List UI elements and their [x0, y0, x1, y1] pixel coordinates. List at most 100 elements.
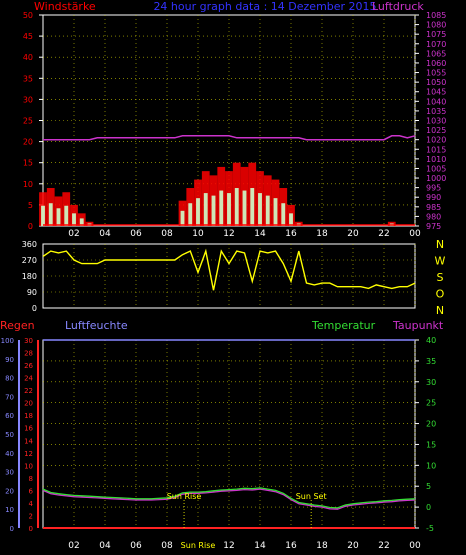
x-tick-label: 18: [316, 229, 328, 239]
pressure-line: [43, 135, 416, 141]
x-tick-label: 06: [130, 229, 142, 239]
wind-average-bar: [180, 210, 185, 226]
y-tick-label-pressure: 1030: [426, 117, 446, 126]
y-tick-label-rain: 24: [24, 375, 33, 383]
y-tick-label-rain: 18: [24, 412, 33, 420]
x-tick-label: 16: [285, 541, 297, 551]
y-tick-label-pressure: 1010: [426, 155, 446, 164]
y-tick-label-temperature: 20: [426, 420, 436, 429]
wind-average-bar: [64, 205, 69, 226]
y-tick-label-rain: 4: [29, 500, 34, 508]
x-tick-label: 02: [68, 229, 79, 239]
y-tick-label-wind: 20: [23, 138, 33, 147]
y-tick-label-pressure: 1020: [426, 136, 446, 145]
y-tick-label-rain: 2: [29, 512, 33, 520]
y-tick-label-pressure: 1025: [426, 126, 446, 135]
chart-title-pressure: Luftdruck: [372, 0, 424, 13]
y-tick-label-rain: 14: [24, 437, 33, 445]
y-tick-label-rain: 0: [29, 525, 33, 533]
label-humidity: Luftfeuchte: [65, 319, 128, 332]
y-tick-label-wind: 5: [28, 201, 33, 210]
wind-average-bar: [265, 195, 270, 226]
y-tick-label-pressure: 1050: [426, 78, 446, 87]
y-tick-label-pressure: 1075: [426, 30, 446, 39]
y-tick-label-direction: 0: [32, 304, 37, 313]
y-tick-label-humidity: 90: [5, 356, 14, 364]
y-tick-label-wind: 10: [23, 180, 33, 189]
x-tick-label: 10: [192, 229, 204, 239]
y-tick-label-pressure: 1085: [426, 11, 446, 20]
x-tick-label: 00: [409, 229, 421, 239]
y-tick-label-wind: 30: [23, 95, 33, 104]
wind-average-bar: [72, 213, 76, 226]
y-tick-label-pressure: 975: [426, 222, 441, 231]
label-temperature: Temperatur: [311, 319, 376, 332]
y-tick-label-wind: 0: [28, 222, 33, 231]
y-tick-label-humidity: 50: [5, 431, 14, 439]
y-tick-label-humidity: 20: [5, 487, 14, 495]
y-tick-label-wind: 35: [23, 74, 33, 83]
wind-average-bar: [203, 193, 208, 226]
y-tick-label-pressure: 1080: [426, 21, 446, 30]
x-tick-label: 08: [161, 541, 173, 551]
x-tick-label: Sun Rise: [181, 541, 216, 550]
y-tick-label-pressure: 990: [426, 193, 441, 202]
x-tick-label: 14: [254, 229, 266, 239]
x-tick-label: 02: [68, 541, 79, 551]
label-dewpoint: Taupunkt: [392, 319, 444, 332]
x-tick-label: 14: [254, 541, 266, 551]
y-tick-label-temperature: 25: [426, 399, 436, 408]
y-tick-label-humidity: 10: [5, 506, 14, 514]
y-tick-label-pressure: 1000: [426, 174, 446, 183]
y-tick-label-rain: 12: [24, 450, 33, 458]
wind-average-bar: [196, 198, 200, 226]
y-tick-label-pressure: 995: [426, 184, 441, 193]
sun-annotation: Sun Rise: [167, 492, 202, 501]
wind-average-bar: [234, 188, 239, 226]
y-tick-label-temperature: 10: [426, 461, 436, 470]
x-tick-label: 22: [378, 229, 389, 239]
y-tick-label-rain: 30: [24, 337, 33, 345]
y-tick-label-rain: 10: [24, 462, 33, 470]
y-tick-label-rain: 26: [24, 362, 33, 370]
compass-label: W: [435, 255, 446, 268]
y-tick-label-humidity: 60: [5, 412, 14, 420]
y-tick-label-pressure: 1070: [426, 40, 446, 49]
wind-average-bar: [242, 190, 247, 226]
sun-annotation: Sun Set: [296, 492, 327, 501]
y-tick-label-direction: 360: [22, 240, 37, 249]
y-tick-label-humidity: 30: [5, 469, 14, 477]
y-tick-label-pressure: 1045: [426, 88, 446, 97]
wind-average-bar: [56, 208, 61, 226]
wind-average-bar: [258, 193, 262, 226]
x-tick-label: 20: [347, 541, 359, 551]
x-tick-label: 20: [347, 229, 359, 239]
y-tick-label-direction: 90: [27, 288, 37, 297]
y-tick-label-wind: 15: [23, 159, 33, 168]
y-tick-label-humidity: 70: [5, 393, 14, 401]
y-tick-label-pressure: 1065: [426, 49, 446, 58]
x-tick-label: 04: [99, 541, 111, 551]
y-tick-label-wind: 45: [23, 32, 33, 41]
y-tick-label-wind: 40: [23, 53, 33, 62]
y-tick-label-rain: 16: [24, 425, 33, 433]
wind-average-bar: [41, 205, 45, 226]
y-tick-label-rain: 22: [24, 387, 33, 395]
wind-direction-line: [42, 248, 416, 291]
y-tick-label-rain: 20: [24, 400, 33, 408]
x-tick-label: 22: [378, 541, 389, 551]
compass-label: N: [436, 238, 444, 251]
x-tick-label: 12: [223, 229, 234, 239]
compass-label: O: [436, 288, 445, 301]
compass-label: S: [437, 271, 444, 284]
y-tick-label-temperature: 15: [426, 440, 436, 449]
x-tick-label: 06: [130, 541, 142, 551]
wind-average-bar: [227, 193, 231, 226]
y-tick-label-pressure: 1040: [426, 97, 446, 106]
x-tick-label: 16: [285, 229, 297, 239]
wind-average-bar: [48, 203, 53, 226]
y-tick-label-rain: 8: [29, 475, 33, 483]
